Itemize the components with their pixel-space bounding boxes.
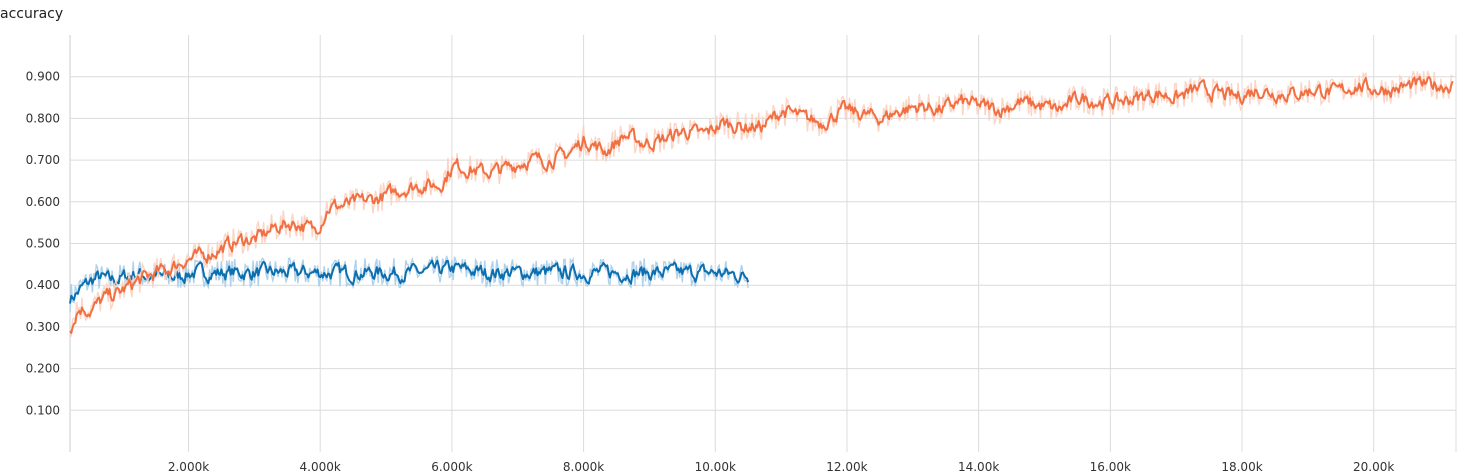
label-layer: 0.100 0.200 0.300 0.400 0.500 0.600 0.700 0.800… <box>26 70 1395 474</box>
y-tick-label: 0.600 <box>26 195 60 209</box>
x-tick-label: 6.000k <box>431 460 472 474</box>
x-tick-label: 8.000k <box>563 460 604 474</box>
y-tick-label: 0.100 <box>26 403 60 417</box>
x-tick-label: 20.00k <box>1353 460 1394 474</box>
grid-layer <box>69 35 1457 452</box>
y-tick-label: 0.300 <box>26 320 60 334</box>
series-0-smoothed-line <box>69 259 750 304</box>
series-1-smoothed-line <box>69 75 1454 334</box>
x-tick-label: 10.00k <box>695 460 736 474</box>
x-tick-label: 16.00k <box>1090 460 1131 474</box>
y-tick-label: 0.900 <box>26 70 60 84</box>
x-tick-label: 18.00k <box>1221 460 1262 474</box>
y-tick-label: 0.800 <box>26 111 60 125</box>
series-layer <box>69 70 1454 338</box>
x-tick-label: 4.000k <box>300 460 341 474</box>
y-tick-label: 0.500 <box>26 237 60 251</box>
y-tick-label: 0.400 <box>26 278 60 292</box>
x-tick-label: 2.000k <box>168 460 209 474</box>
y-tick-label: 0.200 <box>26 362 60 376</box>
x-tick-label: 14.00k <box>958 460 999 474</box>
y-tick-label: 0.700 <box>26 153 60 167</box>
chart-title: accuracy <box>0 6 64 22</box>
x-tick-label: 12.00k <box>826 460 867 474</box>
series-1-raw-line <box>69 70 1453 338</box>
